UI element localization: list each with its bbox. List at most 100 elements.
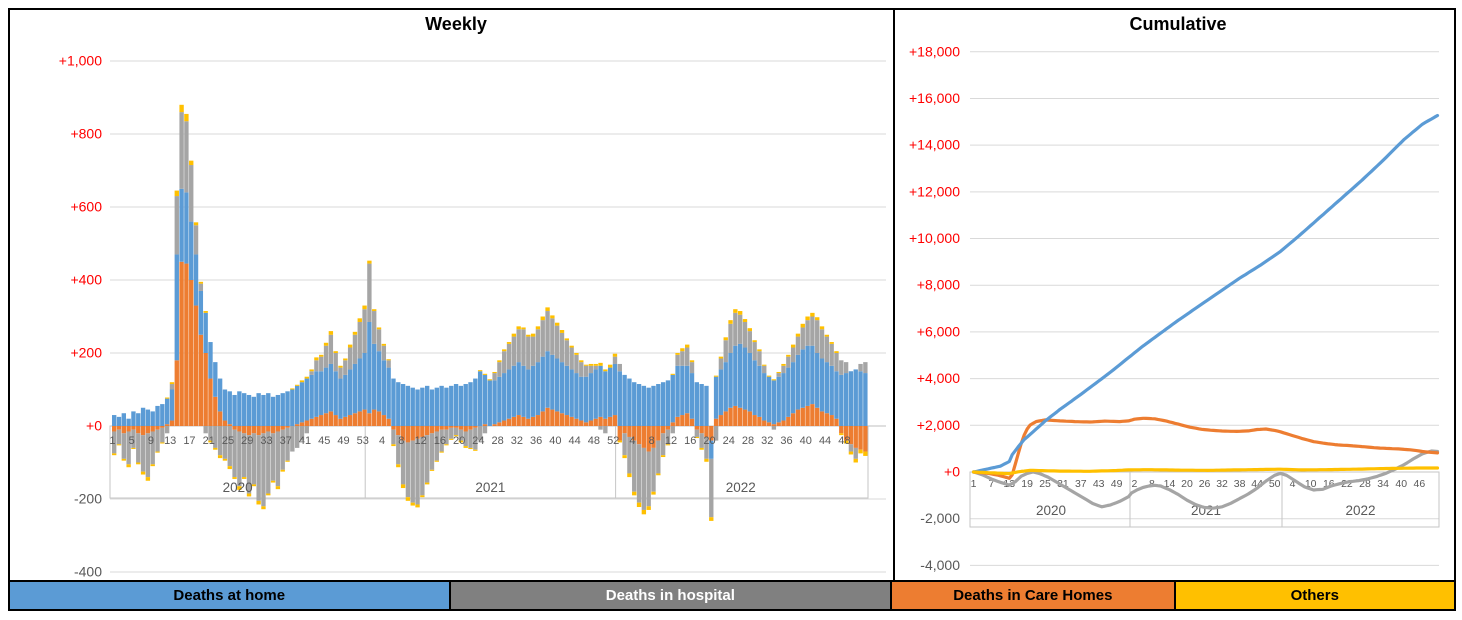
svg-text:+200: +200 [70,345,102,361]
svg-text:20: 20 [703,435,715,447]
svg-text:+4,000: +4,000 [917,370,960,386]
svg-text:22: 22 [1341,478,1353,490]
svg-text:9: 9 [148,435,154,447]
cumulative-line-care_homes [971,416,1440,480]
svg-text:44: 44 [569,435,581,447]
legend-item-label: Others [1290,587,1339,604]
svg-text:+8,000: +8,000 [917,277,960,293]
svg-text:52: 52 [607,435,619,447]
legend-item-others: Others [1173,582,1454,609]
svg-text:19: 19 [1021,478,1033,490]
svg-text:-400: -400 [74,564,102,580]
svg-text:49: 49 [1111,478,1123,490]
svg-text:32: 32 [511,435,523,447]
svg-text:-200: -200 [74,491,102,507]
svg-text:4: 4 [629,435,635,447]
svg-text:2: 2 [1131,478,1137,490]
svg-text:28: 28 [742,435,754,447]
svg-text:43: 43 [1093,478,1105,490]
svg-text:20: 20 [453,435,465,447]
svg-text:49: 49 [337,435,349,447]
svg-text:37: 37 [1075,478,1087,490]
svg-text:32: 32 [761,435,773,447]
legend-item-label: Deaths in Care Homes [953,587,1113,604]
svg-text:33: 33 [260,435,272,447]
svg-text:25: 25 [222,435,234,447]
svg-text:38: 38 [1234,478,1246,490]
svg-text:+1,000: +1,000 [59,53,102,69]
svg-text:48: 48 [838,435,850,447]
svg-text:-2,000: -2,000 [920,510,960,526]
svg-text:24: 24 [723,435,735,447]
svg-text:+800: +800 [70,126,102,142]
svg-text:+600: +600 [70,199,102,215]
cumulative-line-hospital [971,449,1440,510]
svg-text:31: 31 [1057,478,1069,490]
weekly-bars [112,104,868,521]
svg-text:+12,000: +12,000 [909,183,960,199]
series-legend: Deaths at home Deaths in hospital Deaths i… [10,580,1454,609]
svg-text:1: 1 [109,435,115,447]
legend-item-deaths-in-hospital: Deaths in hospital [448,582,891,609]
svg-text:40: 40 [549,435,561,447]
svg-text:16: 16 [434,435,446,447]
svg-text:+6,000: +6,000 [917,323,960,339]
svg-text:34: 34 [1377,478,1389,490]
svg-text:41: 41 [299,435,311,447]
chart-frame: Weekly Cumulative +1,000 +800 +600 +400 +200… [8,8,1456,611]
svg-text:8: 8 [398,435,404,447]
svg-text:4: 4 [379,435,385,447]
legend-item-deaths-at-home: Deaths at home [10,582,449,609]
svg-text:2020: 2020 [223,480,253,495]
svg-text:2022: 2022 [726,480,756,495]
svg-text:32: 32 [1216,478,1228,490]
svg-text:40: 40 [800,435,812,447]
svg-text:45: 45 [318,435,330,447]
cumulative-line-others [971,466,1440,476]
legend-item-label: Deaths in hospital [605,587,735,604]
svg-text:10: 10 [1305,478,1317,490]
svg-text:4: 4 [1290,478,1296,490]
svg-text:+16,000: +16,000 [909,90,960,106]
svg-text:44: 44 [819,435,831,447]
svg-text:50: 50 [1269,478,1281,490]
svg-text:46: 46 [1414,478,1426,490]
svg-text:1: 1 [971,478,977,490]
svg-text:28: 28 [492,435,504,447]
svg-text:8: 8 [649,435,655,447]
svg-text:25: 25 [1039,478,1051,490]
legend-item-label: Deaths at home [173,587,286,604]
cumulative-line-home [971,113,1440,474]
svg-text:29: 29 [241,435,253,447]
svg-text:40: 40 [1395,478,1407,490]
svg-text:+10,000: +10,000 [909,230,960,246]
svg-text:48: 48 [588,435,600,447]
svg-text:16: 16 [1323,478,1335,490]
svg-text:36: 36 [780,435,792,447]
svg-text:17: 17 [183,435,195,447]
svg-text:2020: 2020 [1036,503,1066,518]
svg-text:5: 5 [129,435,135,447]
svg-text:16: 16 [684,435,696,447]
svg-text:20: 20 [1181,478,1193,490]
svg-text:-4,000: -4,000 [920,557,960,573]
svg-text:24: 24 [472,435,484,447]
panel-divider [893,10,895,609]
svg-text:+0: +0 [86,418,102,434]
svg-text:26: 26 [1199,478,1211,490]
svg-text:+2,000: +2,000 [917,417,960,433]
svg-text:2021: 2021 [475,480,505,495]
svg-text:12: 12 [414,435,426,447]
svg-text:+400: +400 [70,272,102,288]
svg-text:37: 37 [280,435,292,447]
svg-text:21: 21 [203,435,215,447]
weekly-chart-title: Weekly [425,14,487,34]
svg-text:2022: 2022 [1345,503,1375,518]
svg-text:8: 8 [1149,478,1155,490]
svg-text:+18,000: +18,000 [909,43,960,59]
cumulative-chart-title: Cumulative [1129,14,1227,34]
svg-text:14: 14 [1164,478,1176,490]
svg-text:28: 28 [1359,478,1371,490]
